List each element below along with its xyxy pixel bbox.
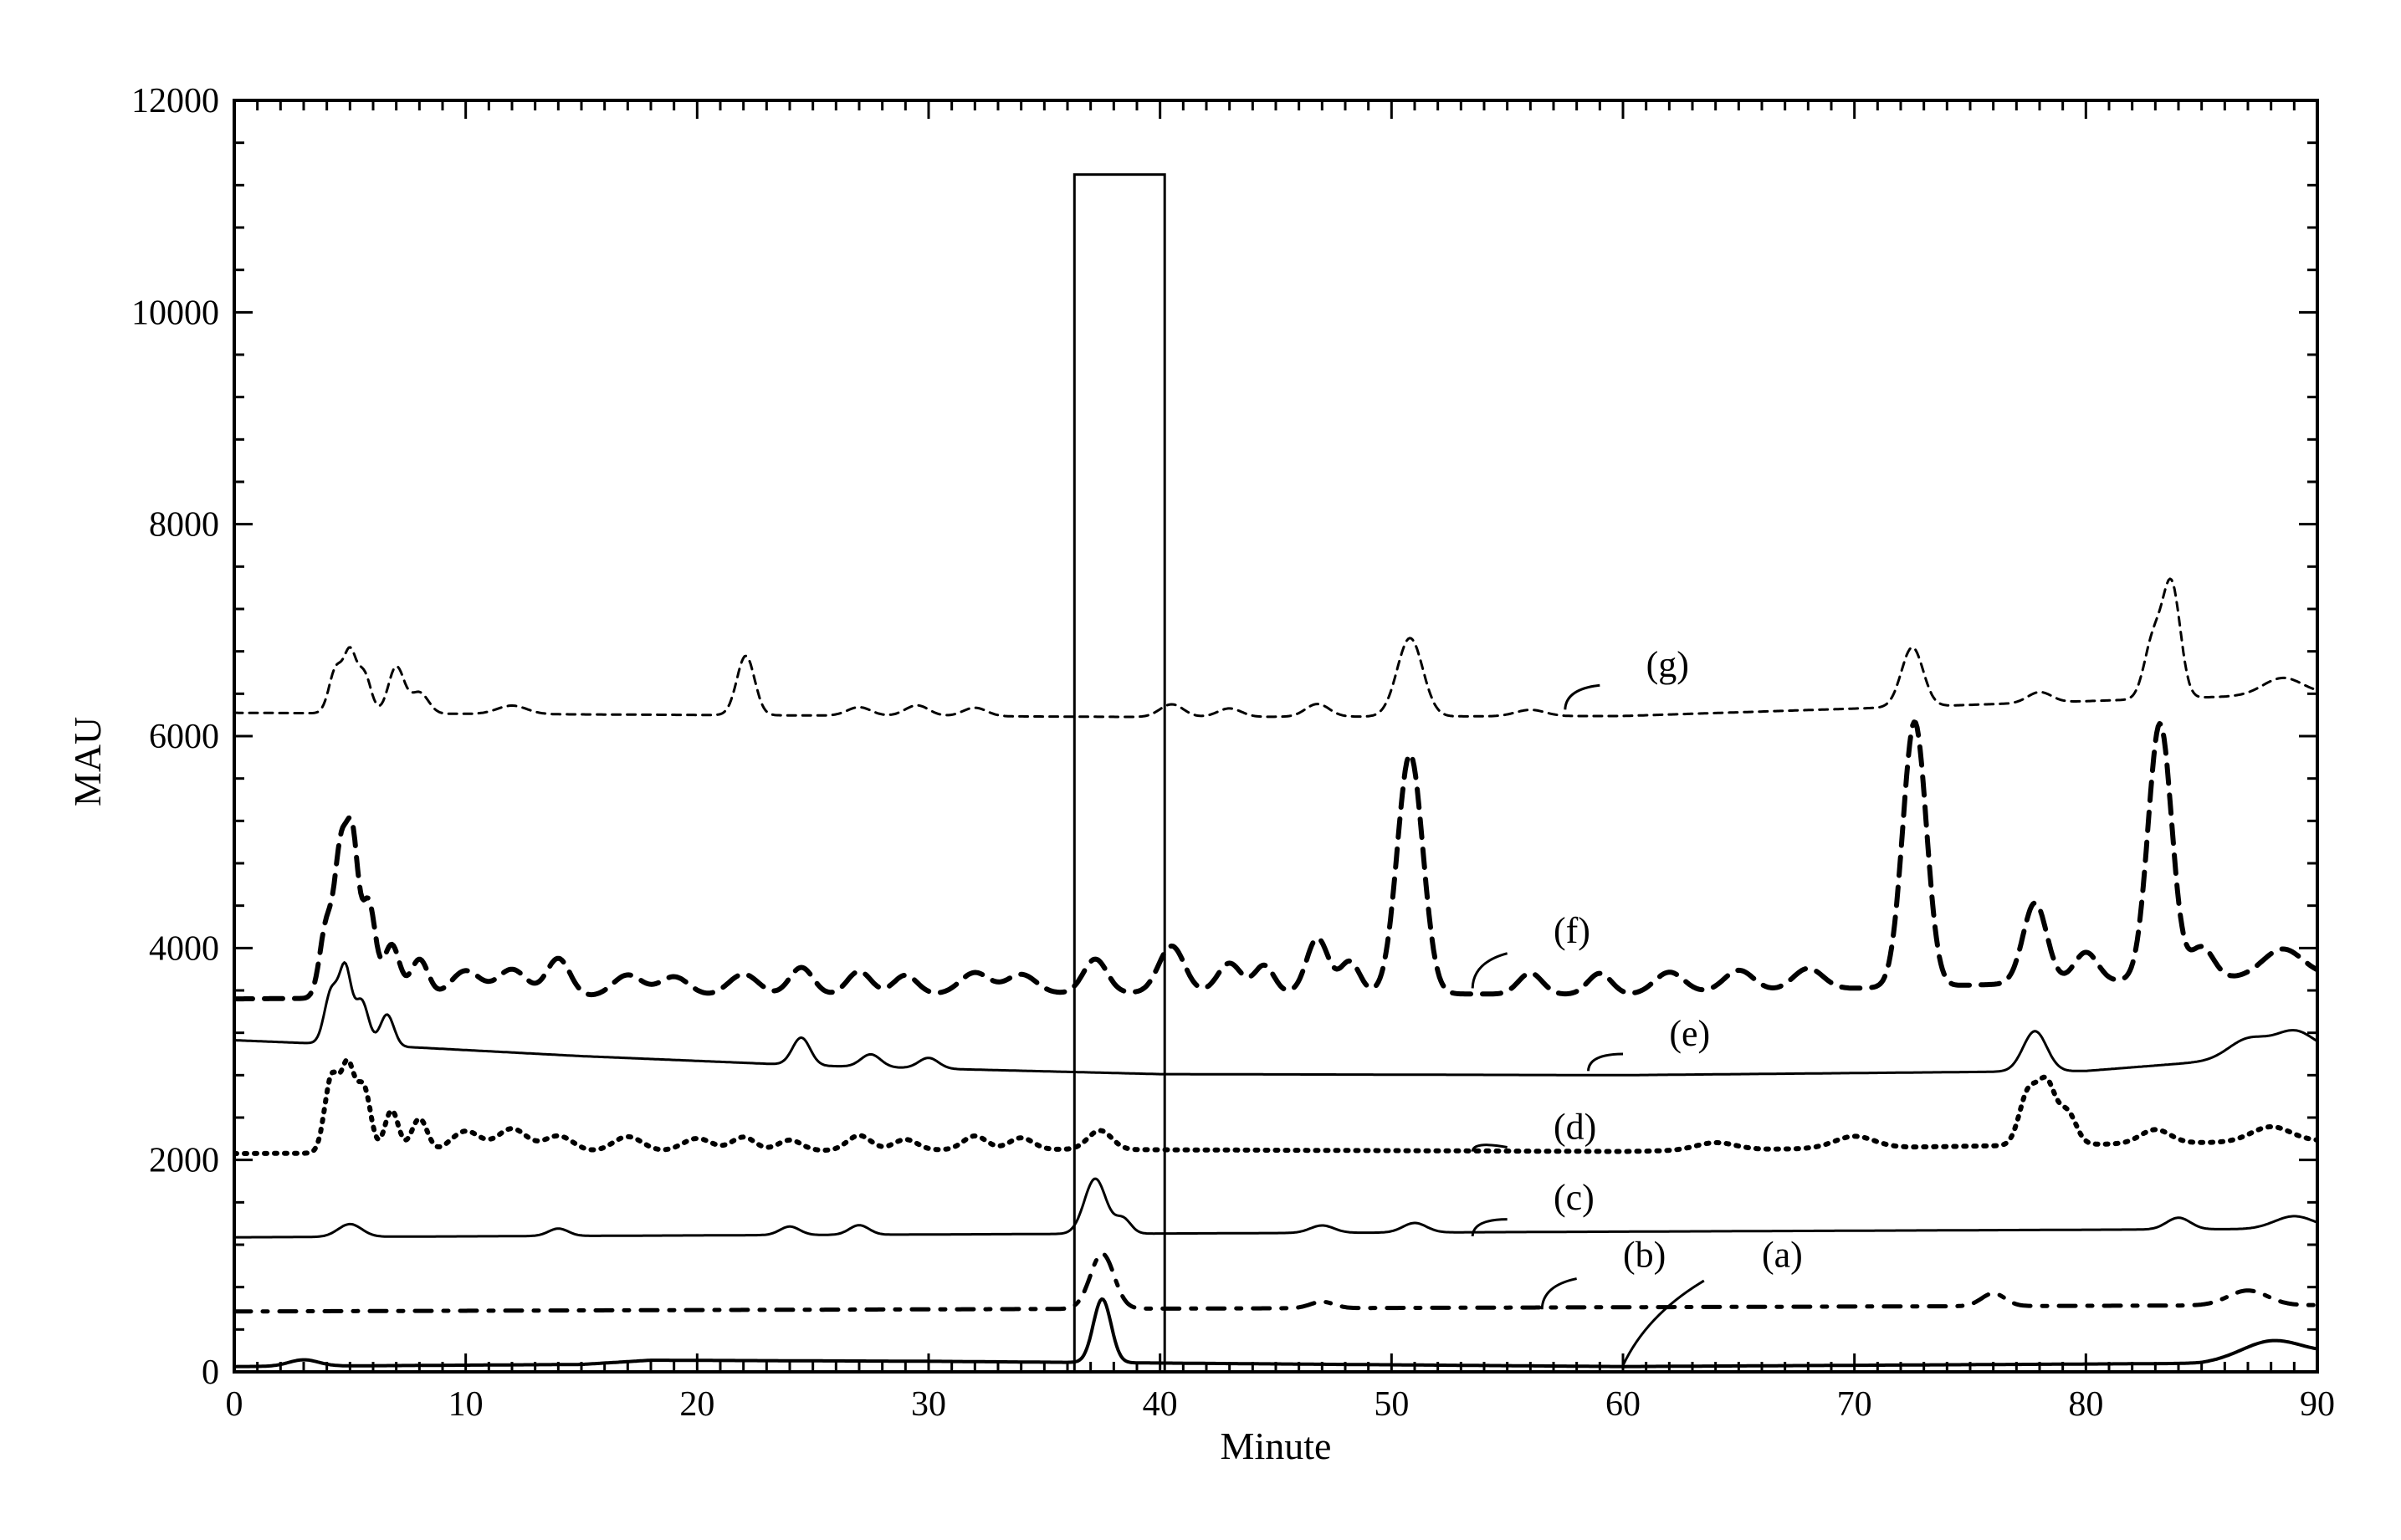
chart-container: { "chart": { "type": "line", "width_px":… bbox=[0, 0, 2401, 1540]
y-tick-label: 2000 bbox=[149, 1142, 219, 1180]
x-tick-label: 50 bbox=[1374, 1385, 1409, 1424]
series-label-a: (a) bbox=[1762, 1235, 1803, 1276]
series-label-g: (g) bbox=[1646, 644, 1689, 685]
series-label-c: (c) bbox=[1554, 1177, 1595, 1218]
x-tick-label: 40 bbox=[1143, 1385, 1178, 1424]
y-axis-label: MAU bbox=[66, 717, 109, 806]
y-tick-label: 4000 bbox=[149, 929, 219, 968]
x-tick-label: 70 bbox=[1837, 1385, 1872, 1424]
y-tick-label: 12000 bbox=[131, 82, 219, 120]
x-tick-label: 10 bbox=[448, 1385, 484, 1424]
y-tick-label: 6000 bbox=[149, 718, 219, 756]
series-label-e: (e) bbox=[1669, 1013, 1710, 1054]
series-label-b: (b) bbox=[1623, 1235, 1666, 1276]
x-tick-label: 90 bbox=[2300, 1385, 2335, 1424]
x-tick-label: 30 bbox=[911, 1385, 946, 1424]
chromatogram-chart: 0 10 20 30 40 50 60 70 80 90 0 2000 4000 6000 8000 1000… bbox=[0, 0, 2401, 1540]
x-tick-label: 60 bbox=[1605, 1385, 1641, 1424]
series-label-f: (f) bbox=[1554, 910, 1590, 951]
series-label-d: (d) bbox=[1554, 1106, 1596, 1147]
y-tick-label: 8000 bbox=[149, 506, 219, 545]
x-tick-label: 80 bbox=[2068, 1385, 2103, 1424]
y-tick-label: 10000 bbox=[131, 294, 219, 332]
x-axis-label: Minute bbox=[1221, 1425, 1332, 1467]
y-tick-label: 0 bbox=[202, 1353, 219, 1392]
x-tick-label: 0 bbox=[226, 1385, 243, 1424]
x-tick-label: 20 bbox=[679, 1385, 714, 1424]
